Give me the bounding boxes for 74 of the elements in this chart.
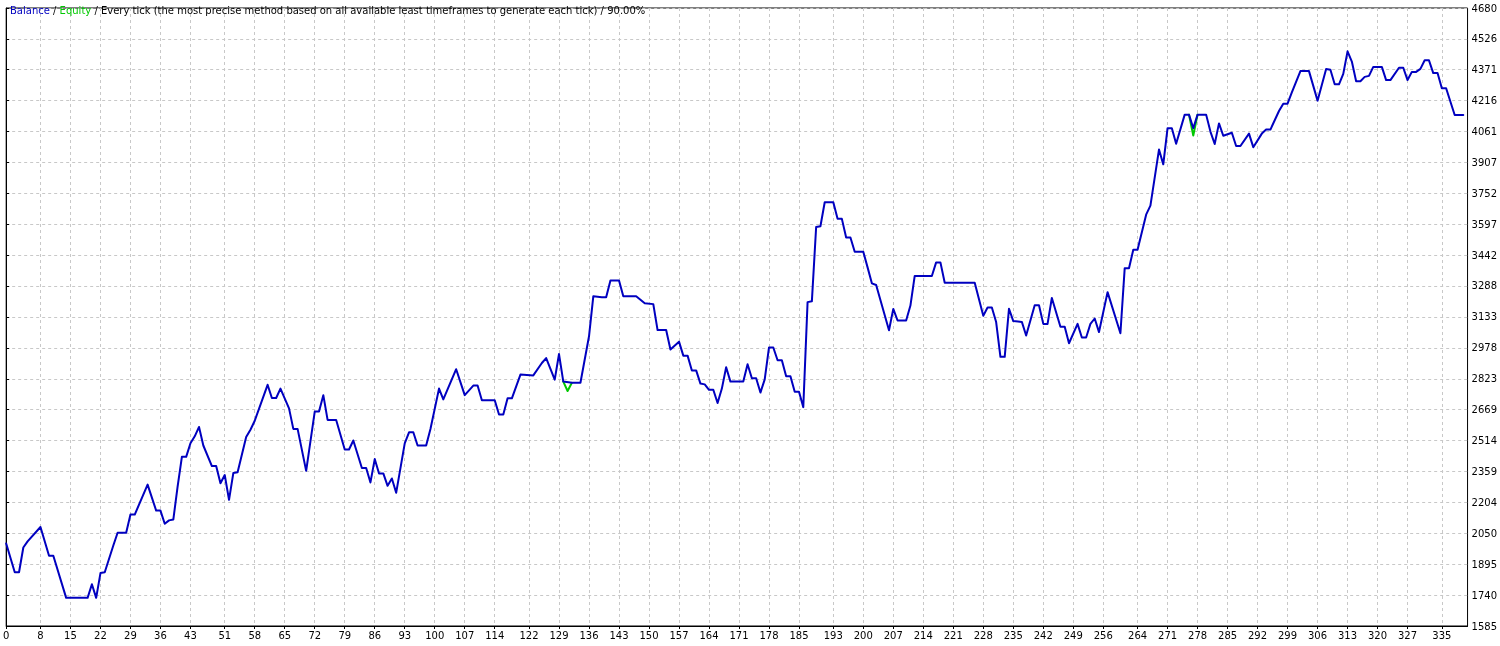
x-tick-label: 313	[1338, 629, 1358, 641]
y-tick-label: 4216	[1471, 95, 1497, 107]
y-tick-label: 1740	[1471, 589, 1497, 601]
y-tick-label: 1585	[1471, 620, 1497, 632]
line-series	[5, 50, 1465, 599]
x-tick-label: 143	[609, 629, 629, 641]
y-tick-label: 4526	[1471, 33, 1497, 45]
x-tick-label: 264	[1128, 629, 1148, 641]
x-tick-label: 299	[1278, 629, 1298, 641]
x-tick-label: 93	[398, 629, 412, 641]
x-tick-label: 200	[853, 629, 873, 641]
x-tick-label: 29	[124, 629, 137, 641]
x-tick-label: 214	[913, 629, 933, 641]
y-tick-label: 2978	[1471, 342, 1497, 354]
y-tick-label: 4061	[1471, 126, 1497, 138]
x-tick-label: 185	[789, 629, 809, 641]
x-tick-label: 136	[579, 629, 599, 641]
y-tick-label: 3752	[1471, 187, 1497, 199]
x-tick-label: 100	[425, 629, 445, 641]
y-tick-label: 2359	[1471, 465, 1497, 477]
chart-title: / Every tick (the most precise method based on all available least timeframes to generate each tick) / 90.00%	[91, 4, 646, 16]
x-tick-label: 36	[154, 629, 167, 641]
text: Equity	[59, 4, 92, 16]
x-tick-label: 51	[218, 629, 232, 641]
x-tick-label: 22	[94, 629, 107, 641]
x-tick-label: 292	[1248, 629, 1268, 641]
x-tick-label: 114	[485, 629, 505, 641]
y-tick-label: 2823	[1471, 373, 1497, 385]
x-tick-label: 122	[519, 629, 539, 641]
x-tick-label: 129	[549, 629, 569, 641]
x-tick-label: 79	[338, 629, 352, 641]
x-tick-label: 65	[278, 629, 292, 641]
x-tick-label: 58	[248, 629, 262, 641]
text: Balance	[10, 4, 50, 16]
x-tick-label: 107	[455, 629, 475, 641]
y-tick-label: 2050	[1471, 527, 1497, 539]
x-tick-label: 271	[1158, 629, 1178, 641]
x-tick-label: 242	[1033, 629, 1053, 641]
x-tick-label: 306	[1308, 629, 1328, 641]
x-tick-label: 335	[1432, 629, 1452, 641]
x-tick-label: 228	[973, 629, 993, 641]
y-tick-label: 2669	[1471, 404, 1497, 416]
y-tick-label: 3597	[1471, 218, 1497, 230]
y-tick-label: 4680	[1471, 2, 1497, 14]
x-tick-label: 249	[1063, 629, 1083, 641]
annotation: /	[49, 4, 60, 16]
x-tick-label: 235	[1003, 629, 1023, 641]
x-tick-label: 15	[64, 629, 77, 641]
x-tick-label: 285	[1218, 629, 1238, 641]
x-tick-label: 150	[639, 629, 659, 641]
y-tick-label: 3907	[1471, 156, 1497, 168]
x-tick-label: 72	[308, 629, 322, 641]
y-tick-label: 3442	[1471, 249, 1497, 261]
x-tick-label: 171	[729, 629, 749, 641]
x-tick-label: 256	[1093, 629, 1113, 641]
x-tick-label: 0	[2, 629, 10, 641]
x-tick-label: 193	[823, 629, 843, 641]
y-tick-label: 2514	[1471, 435, 1497, 446]
x-tick-label: 207	[883, 629, 903, 641]
x-tick-label: 221	[943, 629, 963, 641]
y-tick-label: 1895	[1471, 558, 1497, 570]
x-tick-label: 86	[368, 629, 382, 641]
x-tick-label: 278	[1188, 629, 1208, 641]
x-tick-label: 327	[1398, 629, 1418, 641]
x-tick-label: 43	[184, 629, 197, 641]
x-tick-label: 320	[1368, 629, 1388, 641]
x-tick-label: 164	[699, 629, 719, 641]
y-tick-label: 2204	[1471, 496, 1497, 508]
x-tick-label: 157	[669, 629, 689, 641]
y-tick-label: 4371	[1471, 64, 1497, 76]
y-tick-label: 3288	[1471, 280, 1497, 292]
x-tick-label: 178	[759, 629, 779, 641]
x-tick-label: 8	[37, 629, 44, 641]
y-tick-label: 3133	[1471, 311, 1497, 323]
